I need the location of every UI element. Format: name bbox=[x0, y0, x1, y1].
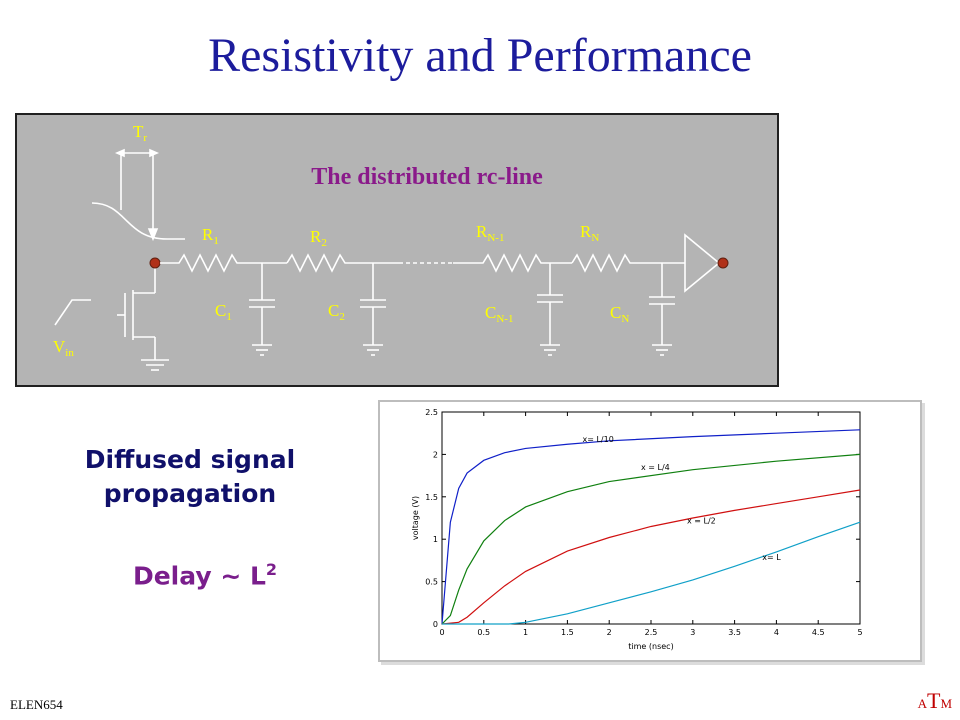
capacitor-label-cn1: CN-1 bbox=[485, 303, 513, 325]
tr-label: Tr bbox=[133, 122, 147, 144]
x-tick-label: 4.5 bbox=[812, 628, 825, 637]
rc-line-schematic: The distributed rc-line Tr Vin bbox=[53, 122, 729, 371]
x-tick-label: 0 bbox=[439, 628, 444, 637]
diffused-caption: Diffused signal propagation bbox=[80, 443, 300, 511]
series-line bbox=[441, 429, 861, 625]
capacitor-label-c2: C2 bbox=[328, 301, 345, 323]
x-tick-label: 4 bbox=[774, 628, 779, 637]
atm-logo: ATM bbox=[917, 688, 952, 713]
x-axis-label: time (nsec) bbox=[628, 642, 673, 651]
vin-step-icon bbox=[54, 299, 91, 326]
rc-ladder bbox=[160, 233, 721, 356]
resistor-rn1 bbox=[453, 253, 572, 273]
vin-label: Vin bbox=[53, 337, 74, 359]
driver-transistor bbox=[117, 263, 169, 371]
capacitor-c1 bbox=[249, 263, 275, 356]
capacitor-label-cn: CN bbox=[610, 303, 629, 325]
x-tick-label: 1 bbox=[523, 628, 528, 637]
x-tick-label: 5 bbox=[857, 628, 862, 637]
diffused-line-2: propagation bbox=[103, 479, 277, 508]
y-axis-label: voltage (V) bbox=[411, 496, 420, 540]
y-tick-label: 2 bbox=[433, 450, 438, 459]
y-tick-label: 0 bbox=[433, 620, 438, 629]
diffused-line-1: Diffused signal bbox=[84, 445, 296, 474]
voltage-plot: 0 0.5 1 1.5 2 2.5 3 3.5 4 4.5 5 0 0.5 1 1.5 2 2.5 time (n… bbox=[378, 400, 922, 662]
slide-title: Resistivity and Performance bbox=[208, 29, 752, 82]
y-tick-label: 1.5 bbox=[425, 493, 438, 502]
input-waveform bbox=[91, 202, 185, 240]
resistor-r1 bbox=[160, 253, 287, 273]
series-label: x= L/10 bbox=[582, 435, 613, 444]
rise-time-marker bbox=[114, 148, 160, 242]
diagram-heading: The distributed rc-line bbox=[311, 164, 543, 190]
input-node bbox=[149, 257, 161, 269]
resistor-rn bbox=[571, 253, 685, 273]
capacitor-cn1 bbox=[537, 263, 563, 356]
x-tick-label: 3.5 bbox=[728, 628, 741, 637]
output-node bbox=[717, 257, 729, 269]
series-label: x = L/4 bbox=[641, 463, 670, 472]
resistor-label-r2: R2 bbox=[310, 227, 327, 249]
series-label: x= L bbox=[762, 553, 781, 562]
capacitor-cn bbox=[649, 263, 675, 356]
resistor-r2 bbox=[286, 253, 399, 273]
output-buffer-icon bbox=[684, 233, 721, 293]
capacitor-label-c1: C1 bbox=[215, 301, 232, 323]
series-label: x = L/2 bbox=[687, 516, 716, 525]
y-tick-label: 2.5 bbox=[425, 408, 438, 417]
resistor-label-r1: R1 bbox=[202, 225, 219, 247]
y-tick-label: 1 bbox=[433, 535, 438, 544]
series-line bbox=[441, 489, 861, 625]
x-tick-label: 2.5 bbox=[645, 628, 658, 637]
x-tick-label: 2 bbox=[607, 628, 612, 637]
resistor-label-rn: RN bbox=[580, 222, 599, 244]
footer-label: ELEN654 bbox=[10, 697, 63, 712]
delay-caption: Delay ~ L2 bbox=[110, 560, 300, 590]
x-tick-label: 1.5 bbox=[561, 628, 574, 637]
series-line bbox=[441, 453, 861, 625]
resistor-label-rn1: RN-1 bbox=[476, 222, 504, 244]
delay-exponent: 2 bbox=[265, 560, 278, 579]
series-line bbox=[442, 521, 861, 625]
x-tick-label: 0.5 bbox=[477, 628, 490, 637]
y-tick-label: 0.5 bbox=[425, 578, 438, 587]
x-tick-label: 3 bbox=[690, 628, 695, 637]
voltage-plot-svg: 0 0.5 1 1.5 2 2.5 3 3.5 4 4.5 5 0 0.5 1 1.5 2 2.5 time (n… bbox=[411, 408, 863, 651]
capacitor-c2 bbox=[360, 263, 386, 356]
rc-line-diagram: The distributed rc-line Tr Vin bbox=[15, 113, 779, 387]
delay-text: Delay ~ L bbox=[132, 561, 266, 591]
